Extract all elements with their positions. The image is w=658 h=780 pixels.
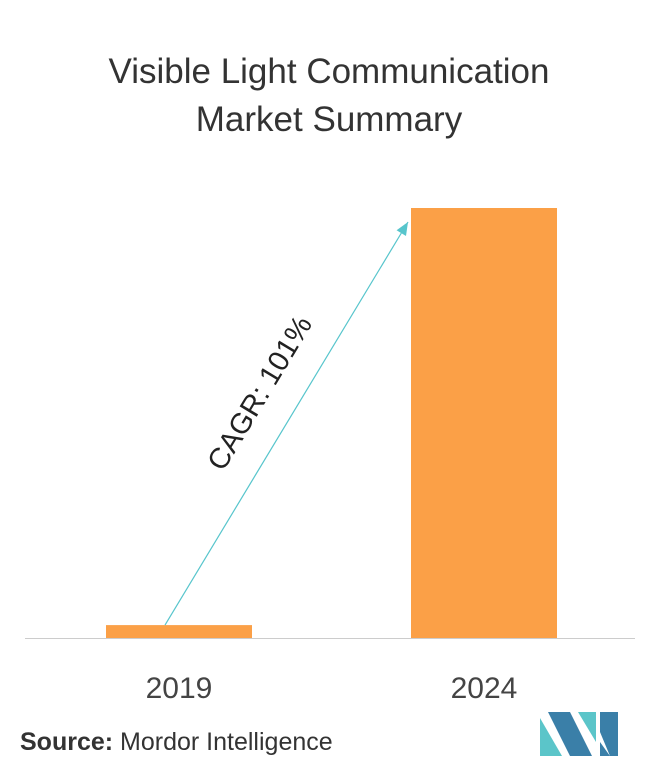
source-text: Mordor Intelligence (120, 728, 333, 756)
chart-title-line-2: Market Summary (195, 100, 463, 139)
chart-title: Visible Light Communication Market Summa… (0, 48, 658, 144)
chart-title-line-1: Visible Light Communication (108, 52, 550, 91)
cagr-arrow-head (396, 222, 408, 236)
x-tick-label-2024: 2024 (451, 672, 518, 705)
cagr-annotation: CAGR: 101% (202, 311, 319, 477)
mordor-logo-icon (540, 712, 618, 756)
x-tick-label-2019: 2019 (146, 672, 213, 705)
cagr-arrow-line (164, 221, 409, 626)
source-note: Source: Mordor Intelligence (20, 728, 333, 757)
bar-2019 (106, 625, 252, 638)
bar-2024 (411, 208, 557, 638)
source-label: Source: (20, 728, 114, 756)
